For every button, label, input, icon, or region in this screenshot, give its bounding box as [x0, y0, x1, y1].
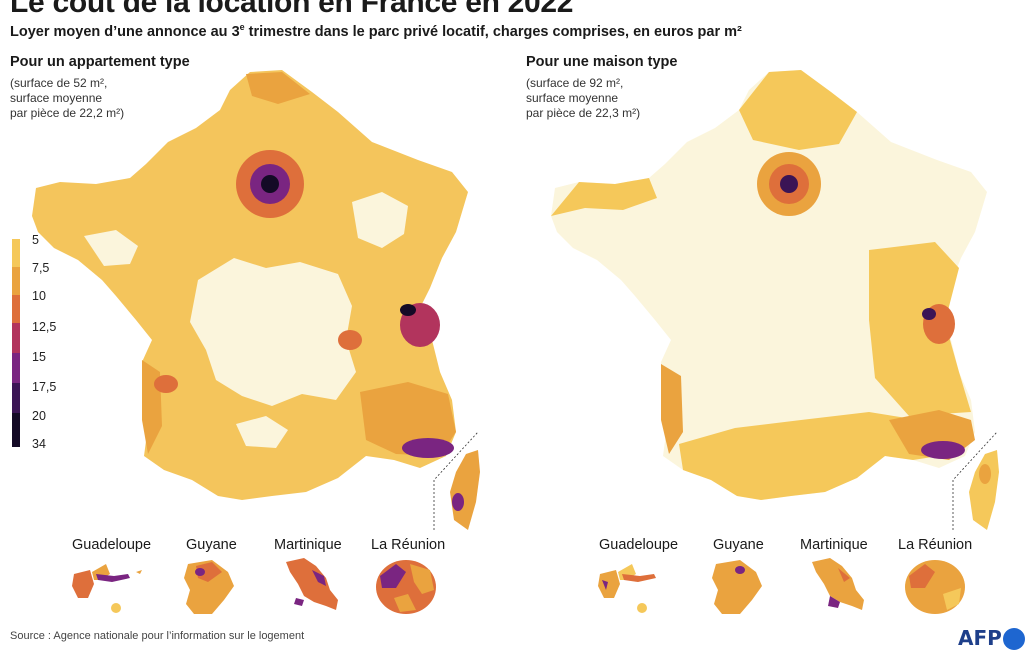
afp-logo-dot-icon — [1003, 628, 1025, 650]
legend-label: 12,5 — [32, 320, 57, 334]
legend-swatch-5 — [12, 353, 20, 383]
house-riviera-cluster — [921, 441, 965, 459]
house-yellow-east — [869, 242, 971, 416]
apartment-light-zone-south — [236, 416, 288, 448]
corsica-apartment — [450, 450, 480, 530]
house-geneva-core — [922, 308, 936, 320]
right-martinique-map — [812, 558, 864, 610]
house-rent-map — [551, 70, 999, 530]
left-martinique-label: Martinique — [274, 537, 342, 553]
left-note-line3: par pièce de 22,2 m²) — [10, 106, 125, 120]
house-corsica-divider — [952, 431, 998, 530]
legend-swatch-7 — [12, 413, 20, 447]
corsica-house — [969, 450, 999, 530]
house-orange-atlantic — [661, 364, 683, 454]
left-guyane-label: Guyane — [186, 537, 237, 553]
legend-swatch-1 — [12, 239, 20, 267]
legend-label: 7,5 — [32, 261, 50, 275]
left-panel-title: Pour un appartement type — [10, 54, 190, 70]
legend-label: 5 — [32, 233, 39, 247]
page-title: Le coût de la location en France en 2022 — [10, 0, 574, 19]
apartment-orange-southeast — [360, 382, 456, 456]
source-note: Source : Agence nationale pour l’informa… — [10, 630, 305, 642]
legend-swatch-4 — [12, 323, 20, 353]
apartment-bordeaux-cluster — [154, 375, 178, 393]
legend-label: 15 — [32, 350, 46, 364]
rent-legend: 5 7,5 10 12,5 15 17,5 20 34 — [10, 233, 70, 453]
legend-swatch-2 — [12, 267, 20, 295]
right-panel-title: Pour une maison type — [526, 54, 678, 70]
right-note-line2: surface moyenne — [526, 91, 619, 105]
left-note-line1: (surface de 52 m², — [10, 76, 108, 90]
right-guyane-label: Guyane — [713, 537, 764, 553]
corsica-house-orange-spot — [979, 464, 991, 484]
subtitle-text-end: trimestre dans le parc privé locatif, ch… — [244, 23, 742, 40]
apartment-orange-coast-north — [246, 72, 310, 104]
legend-label: 17,5 — [32, 380, 57, 394]
france-mainland-house — [551, 70, 987, 500]
left-martinique-map — [286, 558, 338, 610]
apartment-riviera-cluster — [402, 438, 454, 458]
house-yellow-west-coast — [551, 178, 657, 216]
left-guyane-map — [184, 560, 234, 614]
apartment-paris-core — [261, 175, 279, 193]
house-yellow-north — [739, 70, 857, 150]
apartment-lyon-cluster — [338, 330, 362, 350]
right-guyane-map — [712, 560, 762, 614]
right-martinique-label: Martinique — [800, 537, 868, 553]
apartment-light-zone-northeast — [352, 192, 408, 248]
apartment-light-zone-west — [84, 230, 138, 266]
left-guadeloupe-label: Guadeloupe — [72, 537, 152, 553]
right-guadeloupe-label: Guadeloupe — [599, 537, 679, 553]
left-reunion-map — [376, 560, 436, 614]
legend-label: 10 — [32, 289, 46, 303]
left-note-line2: surface moyenne — [10, 91, 103, 105]
left-reunion-label: La Réunion — [371, 537, 446, 553]
afp-logo: AFP — [958, 626, 1002, 650]
corsica-apartment-dark-spot — [452, 493, 464, 511]
legend-swatch-3 — [12, 295, 20, 323]
left-panel-note: (surface de 52 m², surface moyenne par p… — [10, 76, 124, 121]
right-note-line3: par pièce de 22,3 m²) — [526, 106, 641, 120]
page-subtitle: Loyer moyen d’une annonce au 3e trimestr… — [10, 22, 742, 40]
right-note-line1: (surface de 92 m², — [526, 76, 624, 90]
legend-label: 34 — [32, 437, 46, 451]
house-yellow-south — [679, 412, 939, 500]
right-reunion-map — [905, 560, 965, 614]
corsica-inset-divider — [433, 431, 479, 530]
right-reunion-label: La Réunion — [898, 537, 973, 553]
subtitle-superscript: e — [239, 22, 245, 32]
apartment-geneva-core — [400, 304, 416, 316]
apartment-light-zone-center — [190, 258, 356, 406]
legend-label: 20 — [32, 409, 46, 423]
subtitle-text-start: Loyer moyen d’une annonce au 3 — [10, 23, 240, 40]
right-panel-note: (surface de 92 m², surface moyenne par p… — [526, 76, 640, 121]
right-guadeloupe-map — [598, 564, 656, 613]
house-paris-core — [780, 175, 798, 193]
legend-swatch-6 — [12, 383, 20, 413]
apartment-rent-map — [32, 70, 480, 530]
left-guadeloupe-map — [72, 564, 142, 613]
